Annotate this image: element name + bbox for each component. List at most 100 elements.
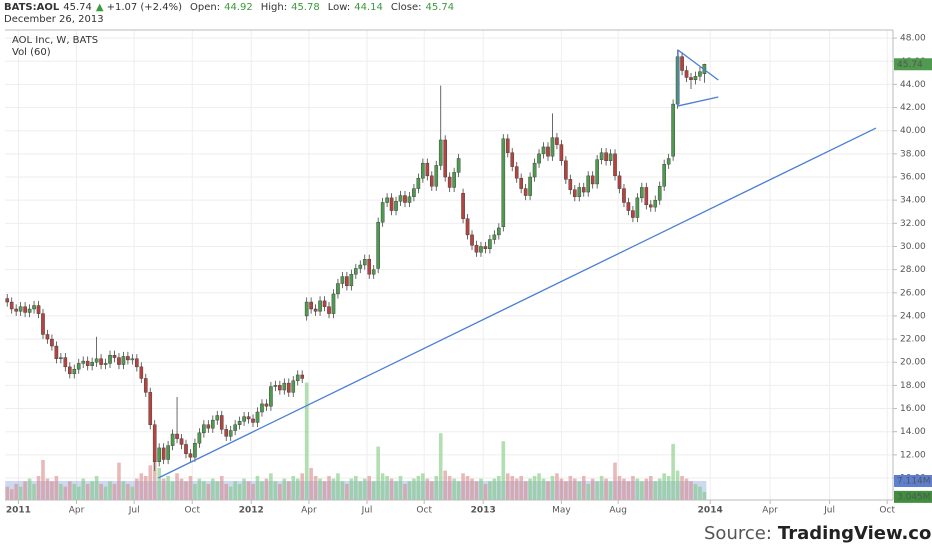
y-tick-label: 14.00 <box>900 427 926 437</box>
volume-bar <box>671 443 675 500</box>
volume-bar <box>90 481 94 500</box>
volume-bar <box>519 475 523 500</box>
date: December 26, 2013 <box>4 14 104 25</box>
open-label: Open: <box>190 2 220 13</box>
source-brand: TradingView.com <box>778 523 932 544</box>
candle-body <box>206 424 211 429</box>
candle-body <box>389 197 394 211</box>
candle-body <box>121 356 126 365</box>
low-value: 44.14 <box>354 2 383 13</box>
volume-pane <box>5 382 707 500</box>
volume-bar <box>510 475 515 500</box>
volume-bar <box>617 475 622 500</box>
volume-bar <box>698 486 702 500</box>
volume-bar <box>514 478 519 500</box>
candle-body <box>622 188 626 203</box>
candle-body <box>72 368 77 375</box>
volume-bar <box>438 433 443 500</box>
symbol: BATS:AOL <box>4 2 60 13</box>
volume-bar <box>452 478 456 500</box>
candle-body <box>126 356 130 361</box>
x-tick-label: Jul <box>128 506 140 516</box>
candle-body <box>684 70 689 78</box>
volume-bar <box>211 478 215 500</box>
candle-body <box>184 444 188 454</box>
volume-bar <box>371 481 376 500</box>
volume-bar <box>497 475 501 500</box>
volume-bar <box>202 481 206 500</box>
volume-bar <box>488 481 492 500</box>
open-value: 44.92 <box>224 2 253 13</box>
candle-body <box>465 218 470 236</box>
candle-body <box>479 246 483 253</box>
candle-body <box>577 187 582 197</box>
volume-bar <box>358 481 363 500</box>
volume-bar <box>126 483 130 500</box>
volume-bar <box>394 481 398 500</box>
x-tick-label: Oct <box>416 506 432 516</box>
volume-bar <box>644 478 649 500</box>
candle-body <box>492 234 497 240</box>
x-tick-label: May <box>552 506 571 516</box>
candle-body <box>103 363 108 365</box>
candle-body <box>5 298 10 303</box>
candle-body <box>425 162 430 177</box>
volume-bar <box>416 475 421 500</box>
candle-body <box>394 201 398 211</box>
volume-bar <box>523 481 528 500</box>
candle-body <box>564 160 568 180</box>
candle-body <box>407 196 412 203</box>
last-volume-label-box <box>894 490 932 503</box>
candle-body <box>139 366 144 379</box>
volume-bar <box>139 473 144 500</box>
x-tick-label: 2011 <box>6 506 31 516</box>
candle-body <box>99 358 103 365</box>
x-tick-label: Aug <box>609 506 627 516</box>
candle-body <box>269 386 273 407</box>
candle-body <box>608 153 613 162</box>
volume-bar <box>702 491 707 500</box>
volume-bar <box>264 478 269 500</box>
volume-bar <box>398 475 403 500</box>
candle-body <box>349 274 354 287</box>
candle-body <box>90 362 94 366</box>
arrow: ▲ <box>96 2 104 13</box>
candle-body <box>193 443 197 458</box>
volume-bar <box>559 478 564 500</box>
volume-bar <box>108 481 112 500</box>
y-tick-label: 26.00 <box>900 288 926 298</box>
volume-bar <box>590 478 595 500</box>
volume-bar <box>407 481 412 500</box>
header-line: BATS:AOL 45.74 ▲ +1.07 (+2.4%) Open: 44.92 Hig… <box>4 2 454 13</box>
volume-bar <box>657 478 662 500</box>
volume-bar <box>680 475 684 500</box>
volume-bar <box>103 486 108 500</box>
volume-bar <box>255 475 260 500</box>
volume-bar <box>233 481 237 500</box>
volume-bar <box>72 483 77 500</box>
volume-bar <box>622 478 626 500</box>
candle-body <box>237 421 242 425</box>
volume-bar <box>447 475 452 500</box>
volume-bar <box>161 478 166 500</box>
candle-body <box>9 301 14 310</box>
volume-bar <box>675 470 680 500</box>
price: 45.74 <box>63 2 92 13</box>
volume-bar <box>50 481 54 500</box>
high-value: 45.78 <box>291 2 320 13</box>
y-tick-label: 22.00 <box>900 335 926 345</box>
volume-bar <box>345 483 349 500</box>
chart-title: AOL Inc, W, BATS <box>12 35 98 46</box>
candle-body <box>447 176 452 188</box>
candle-body <box>304 301 309 317</box>
x-tick-label: Oct <box>879 506 895 516</box>
close-label: Close: <box>391 2 422 13</box>
volume-bar <box>188 475 193 500</box>
candle-body <box>429 175 434 187</box>
volume-bar <box>595 481 599 500</box>
candle-body <box>219 415 224 430</box>
candle-body <box>175 433 179 439</box>
candle-body <box>188 453 193 458</box>
x-tick-label: Jul <box>823 506 835 516</box>
candle-body <box>36 305 41 314</box>
